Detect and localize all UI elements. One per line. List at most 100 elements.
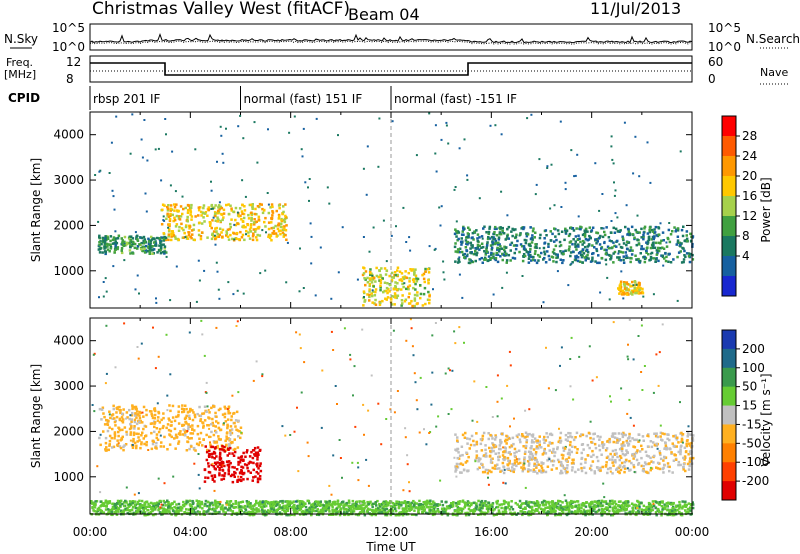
range-cell — [234, 419, 238, 422]
range-cell — [161, 503, 165, 507]
range-cell — [324, 509, 327, 513]
range-cell — [507, 225, 511, 229]
range-cell — [663, 463, 666, 467]
range-cell — [196, 432, 200, 436]
range-cell — [527, 261, 531, 264]
range-cell — [496, 243, 500, 246]
range-cell — [654, 434, 658, 438]
range-cell — [486, 472, 490, 475]
range-cell — [552, 459, 556, 463]
range-cell — [283, 220, 287, 224]
cpid-segments: rbsp 201 IF normal (fast) 151 IF normal (f… — [89, 86, 517, 110]
range-cell — [586, 254, 589, 257]
range-cell — [547, 502, 551, 505]
range-cell — [168, 219, 172, 223]
range-cell — [492, 236, 495, 239]
range-cell — [210, 463, 213, 467]
range-cell — [221, 445, 224, 448]
range-cell — [133, 441, 137, 445]
range-cell — [254, 508, 257, 511]
range-cell — [118, 417, 122, 421]
range-cell — [167, 223, 170, 226]
range-cell — [156, 438, 160, 441]
range-cell — [393, 292, 397, 295]
range-cell — [399, 504, 403, 507]
range-cell — [503, 446, 507, 449]
range-cell — [235, 410, 239, 414]
range-cell — [183, 231, 186, 235]
range-cell — [395, 225, 397, 228]
range-cell — [206, 448, 209, 452]
range-cell — [144, 425, 148, 428]
range-cell — [177, 238, 180, 241]
range-cell — [223, 445, 226, 449]
range-cell — [609, 231, 613, 234]
range-cell — [538, 158, 541, 161]
range-cell — [411, 278, 415, 282]
range-cell — [484, 444, 487, 447]
range-cell — [282, 507, 286, 510]
range-cell — [327, 505, 331, 508]
range-cell — [654, 511, 658, 514]
range-cell — [478, 244, 481, 248]
range-cell — [402, 206, 405, 209]
range-cell — [618, 284, 622, 287]
range-cell — [600, 499, 604, 503]
range-cell — [424, 302, 427, 306]
range-cell — [497, 458, 500, 462]
range-cell — [638, 284, 641, 287]
range-cell — [676, 235, 680, 238]
range-cell — [556, 253, 559, 256]
range-cell — [162, 237, 165, 241]
range-cell — [170, 238, 173, 242]
range-cell — [544, 439, 548, 442]
range-cell — [462, 253, 465, 257]
range-cell — [211, 207, 214, 210]
range-cell — [150, 412, 153, 416]
range-cell — [173, 437, 176, 440]
range-cell — [175, 506, 178, 510]
range-cell — [635, 511, 638, 514]
range-cell — [423, 509, 426, 513]
range-cell — [227, 409, 230, 413]
range-cell — [338, 504, 341, 508]
range-cell — [178, 225, 181, 229]
range-cell — [234, 206, 238, 210]
range-cell — [640, 444, 643, 448]
range-cell — [98, 296, 100, 299]
range-cell — [248, 237, 252, 240]
range-cell — [521, 259, 525, 263]
range-cell — [368, 282, 372, 286]
range-cell — [520, 502, 524, 505]
range-cell — [139, 419, 142, 423]
range-cell — [168, 443, 172, 446]
range-cell — [126, 503, 130, 506]
range-cell — [379, 284, 382, 287]
range-cell — [422, 292, 426, 296]
range-cell — [506, 438, 509, 442]
range-cell — [518, 250, 521, 254]
range-cell — [570, 435, 574, 439]
range-cell — [221, 152, 224, 155]
range-cell — [529, 513, 533, 516]
range-cell — [493, 231, 496, 234]
range-cell — [525, 250, 528, 253]
range-cell — [308, 508, 312, 512]
range-cell — [502, 471, 506, 475]
range-cell — [117, 434, 120, 438]
range-cell — [407, 287, 410, 291]
range-cell — [143, 442, 146, 446]
range-cell — [104, 499, 108, 502]
range-cell — [362, 167, 365, 170]
range-cell — [503, 500, 506, 503]
range-cell — [124, 507, 128, 511]
range-cell — [144, 192, 147, 195]
range-cell — [186, 215, 189, 219]
range-cell — [215, 455, 218, 458]
range-cell — [405, 241, 408, 243]
range-cell — [201, 444, 204, 447]
range-cell — [116, 439, 119, 442]
range-cell — [478, 466, 481, 469]
range-cell — [667, 228, 671, 232]
range-cell — [378, 503, 381, 506]
